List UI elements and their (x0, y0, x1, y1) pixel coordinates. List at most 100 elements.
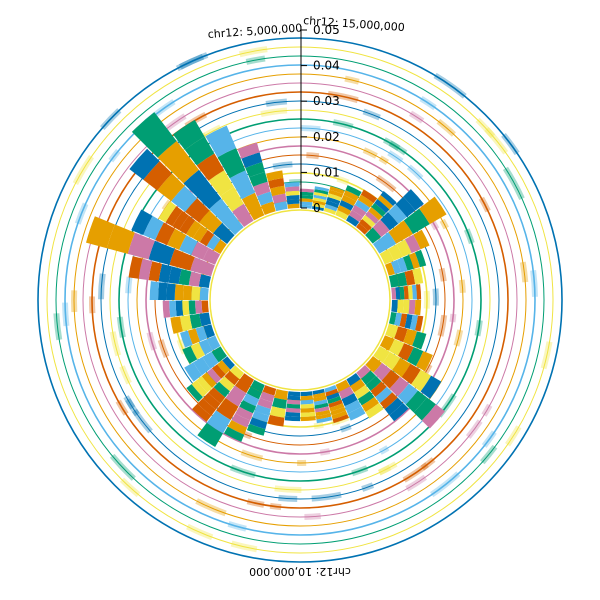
stacked-bar-segment (227, 419, 248, 435)
stacked-bar-segment (312, 205, 325, 212)
stacked-bar-segment (300, 201, 313, 206)
stacked-bar-segment (313, 197, 327, 203)
track-segment (115, 399, 129, 416)
stacked-bar-segment (182, 300, 190, 316)
stacked-bar-segment (287, 391, 300, 397)
stacked-bar-segment (249, 171, 268, 187)
stacked-bar-segment (388, 339, 405, 356)
track-ring (46, 46, 554, 554)
track-segment (300, 125, 321, 133)
track-segment (260, 107, 288, 117)
stacked-bar-segment (189, 313, 202, 329)
stacked-bar-segment (225, 385, 247, 407)
stacked-bar-segment (266, 170, 284, 182)
stacked-bar-segment (406, 347, 424, 367)
stacked-bar-segment (403, 208, 430, 234)
stacked-bar-segment (399, 313, 408, 328)
stacked-bar-segment (414, 249, 427, 268)
stacked-bar-segment (335, 379, 350, 392)
stacked-bar-segment (397, 300, 404, 313)
stacked-bar-segment (356, 223, 369, 235)
stacked-bar-segment (415, 315, 424, 332)
track-segment (502, 166, 525, 201)
stacked-bar-segment (354, 199, 370, 213)
track-segment (540, 341, 553, 370)
stacked-bar-segment (312, 392, 326, 399)
stacked-bar-segment (313, 191, 328, 198)
stacked-bar-segment (384, 397, 404, 416)
track-segment (475, 117, 496, 139)
track-segment (123, 395, 136, 410)
track-segment (361, 482, 375, 492)
stacked-bar-segment (171, 185, 198, 212)
stacked-bar-segment (272, 193, 287, 204)
stacked-bar-segment (254, 404, 271, 416)
stacked-bar-segment (138, 258, 153, 281)
track-segment (265, 98, 288, 107)
track-ring (73, 73, 527, 527)
stacked-bar-segment (300, 188, 314, 193)
stacked-bar-segment (158, 263, 172, 283)
stacked-bar-segment (371, 203, 386, 217)
stacked-bar-segment (182, 346, 198, 364)
track-segment (463, 228, 475, 245)
stacked-bar-segment (373, 346, 390, 363)
stacked-bar-segment (326, 196, 341, 205)
stacked-bar-segment (314, 406, 330, 413)
stacked-bar-segment (287, 395, 300, 401)
stacked-bar-segment (341, 195, 357, 207)
track-ring (145, 145, 455, 455)
stacked-bar-segment (403, 189, 424, 211)
track-segment (74, 202, 89, 225)
stacked-bar-segment (175, 300, 184, 317)
stacked-bar-segment (403, 328, 418, 346)
track-segment (420, 457, 436, 471)
track-segment (98, 273, 106, 300)
stacked-bar-segment (351, 204, 367, 218)
stacked-bar-segment (325, 200, 339, 208)
stacked-bar-segment (195, 300, 203, 314)
stacked-bar-segment (285, 186, 300, 192)
track-ring (37, 37, 563, 563)
stacked-bar-segment (403, 285, 409, 300)
stacked-bar-segment (206, 335, 221, 351)
stacked-bar-segment (350, 378, 366, 393)
stacked-bar-segment (285, 190, 300, 196)
stacked-bar-segment (337, 205, 351, 216)
stacked-bar-segment (183, 169, 222, 210)
stacked-bar-segment (216, 398, 239, 421)
track-ring (82, 82, 518, 518)
track-segment (351, 465, 369, 477)
track-segment (70, 290, 78, 313)
stacked-bar-segment (229, 365, 244, 380)
track-segment (119, 365, 132, 385)
track-ring (136, 136, 464, 464)
stacked-bar-segment (187, 328, 201, 345)
stacked-bar-segment (196, 153, 225, 181)
stacked-bar-segment (186, 220, 202, 239)
stacked-bar-segment (179, 315, 193, 332)
stacked-bar-segment (199, 230, 215, 247)
stacked-bar-segment (253, 181, 271, 197)
stacked-bar-segment (411, 284, 417, 300)
stacked-bar-segment (197, 422, 223, 447)
stacked-bar-segment (179, 235, 198, 255)
stacked-bar-segment (354, 384, 370, 400)
stacked-bar-segment (420, 375, 442, 399)
track-segment (465, 419, 483, 439)
track-ring (109, 109, 491, 491)
stacked-bar-segment (179, 215, 196, 235)
stacked-bar-segment (412, 331, 427, 350)
stacked-bar-segment (388, 220, 413, 244)
stacked-bar-segment (249, 417, 268, 430)
track-segment (125, 276, 133, 294)
stacked-bar-segment (365, 356, 382, 373)
y-tick-label: 0.01 (313, 165, 340, 179)
track-segment (269, 502, 282, 511)
track-segment (339, 423, 352, 433)
track-segment (336, 175, 350, 186)
track-segment (402, 462, 429, 483)
y-tick-label: 0 (313, 201, 321, 215)
stacked-bar-segment (373, 362, 391, 381)
y-tick-label: 0.04 (313, 59, 340, 73)
